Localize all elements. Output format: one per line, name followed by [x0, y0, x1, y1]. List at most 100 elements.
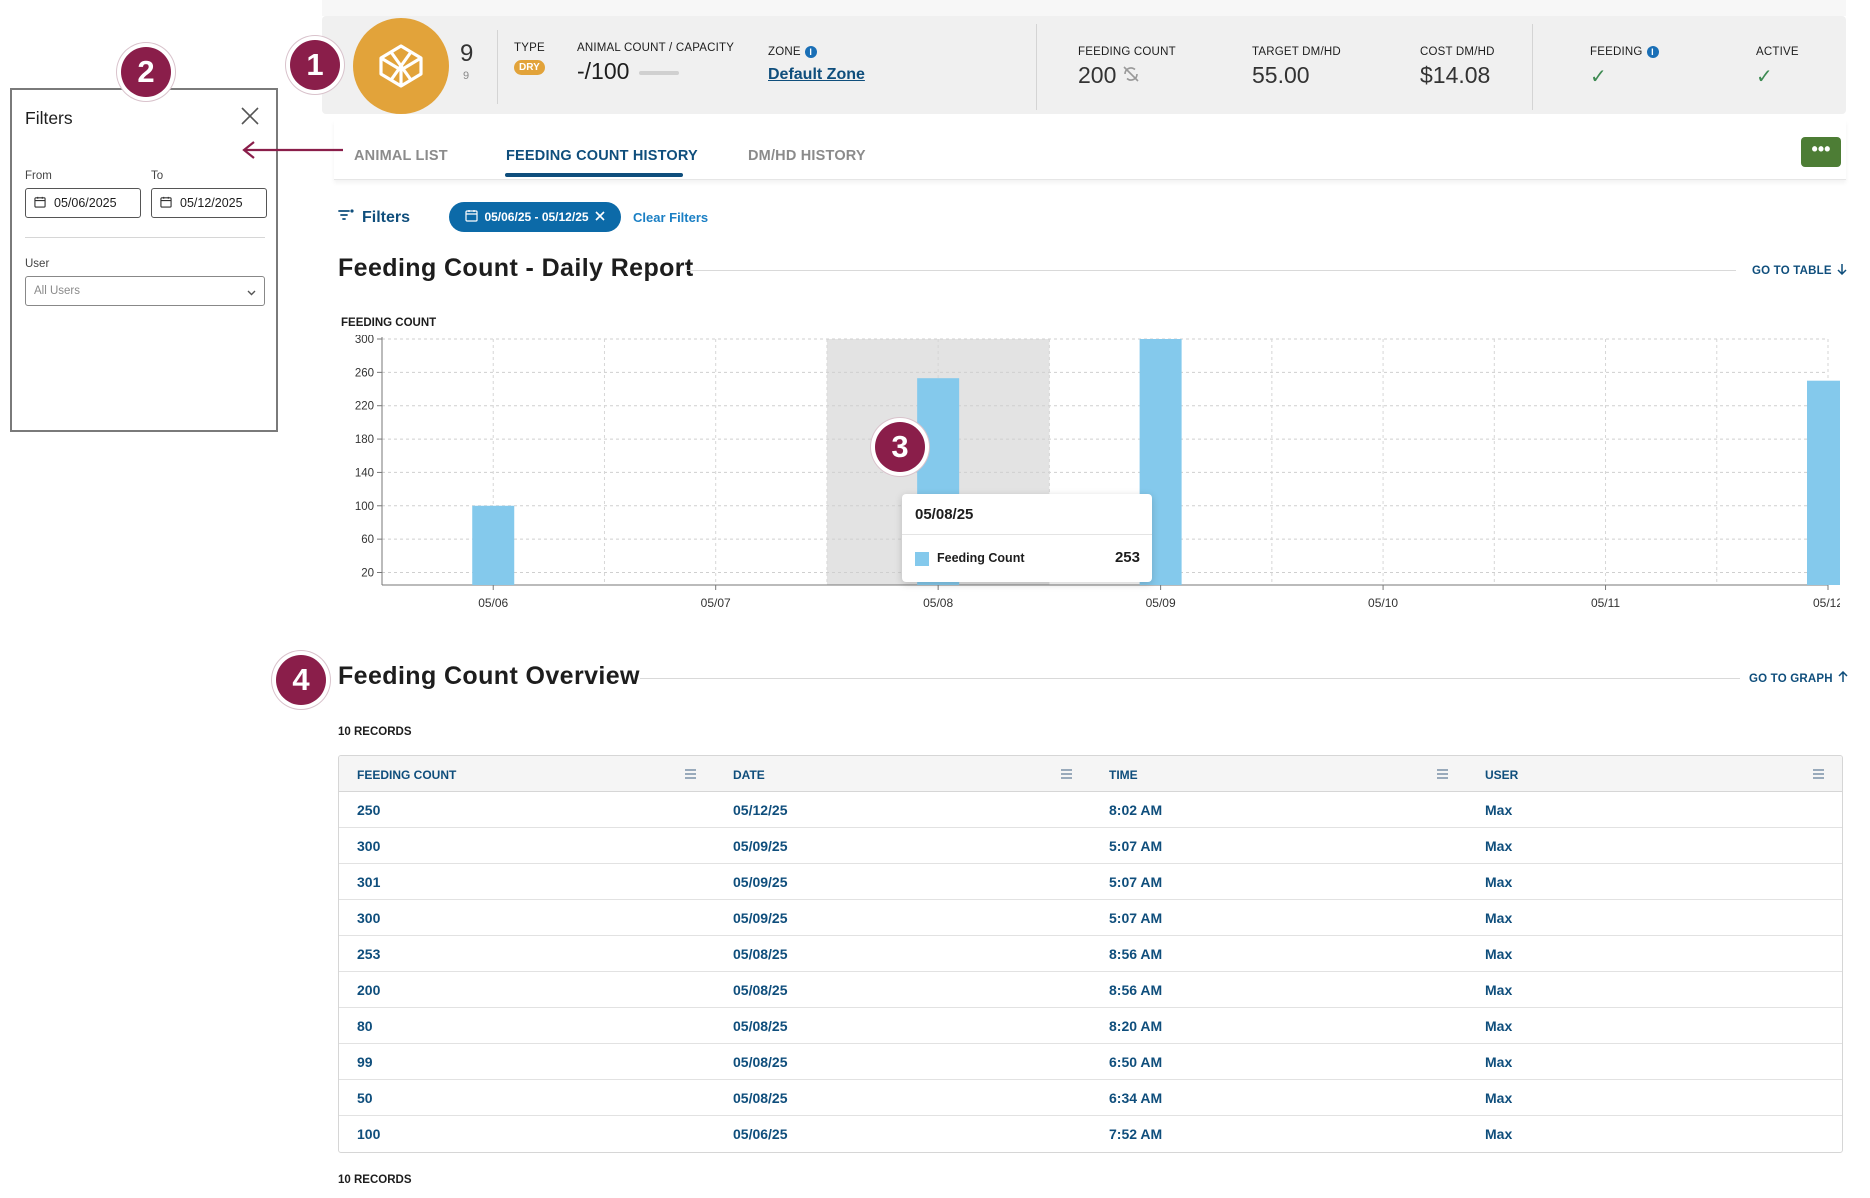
- chart-y-label: FEEDING COUNT: [341, 317, 437, 329]
- column-menu-icon[interactable]: [1813, 769, 1824, 781]
- column-date[interactable]: DATE: [733, 768, 765, 782]
- table-row[interactable]: 300 05/09/25 5:07 AM Max: [339, 900, 1842, 936]
- table-row[interactable]: 300 05/09/25 5:07 AM Max: [339, 828, 1842, 864]
- cell-date: 05/08/25: [733, 1090, 788, 1106]
- header-divider: [1036, 24, 1037, 110]
- overview-title-rule: [640, 678, 1740, 679]
- active-tab-indicator: [505, 173, 683, 177]
- annotation-marker-3: 3: [875, 422, 925, 472]
- table-row[interactable]: 99 05/08/25 6:50 AM Max: [339, 1044, 1842, 1080]
- to-date-input[interactable]: 05/12/2025: [151, 188, 267, 218]
- chart-x-tick-label: 05/09: [1146, 596, 1176, 610]
- chart-x-tick-label: 05/10: [1368, 596, 1398, 610]
- target-dmhd-block: TARGET DM/HD 55.00: [1252, 46, 1341, 89]
- goto-table-link[interactable]: GO TO TABLE: [1752, 263, 1847, 278]
- chart-x-tick-label: 05/12: [1813, 596, 1840, 610]
- clear-filters-link[interactable]: Clear Filters: [633, 210, 709, 225]
- chart-bar: [1807, 380, 1840, 585]
- cell-user: Max: [1485, 874, 1513, 890]
- type-label: TYPE: [514, 42, 545, 54]
- chart-bar: [472, 505, 515, 585]
- cell-date: 05/09/25: [733, 874, 788, 890]
- date-range-chip[interactable]: 05/06/25 - 05/12/25: [449, 202, 621, 232]
- from-date-input[interactable]: 05/06/2025: [25, 188, 141, 218]
- column-menu-icon[interactable]: [1061, 769, 1072, 781]
- feeding-status-block: FEEDING i ✓: [1590, 46, 1659, 89]
- chip-close-icon[interactable]: [594, 210, 605, 224]
- annotation-marker-2: 2: [121, 47, 171, 97]
- feeding-count-table: FEEDING COUNT DATE TIME USER 250 05/12/25…: [338, 755, 1843, 1153]
- cell-feeding-count: 301: [357, 874, 381, 890]
- cell-date: 05/09/25: [733, 910, 788, 926]
- user-select[interactable]: All Users: [25, 276, 265, 306]
- cell-time: 6:34 AM: [1109, 1090, 1163, 1106]
- column-user[interactable]: USER: [1485, 768, 1519, 782]
- overview-title: Feeding Count Overview: [338, 662, 640, 690]
- table-row[interactable]: 200 05/08/25 8:56 AM Max: [339, 972, 1842, 1008]
- more-actions-button[interactable]: •••: [1801, 137, 1841, 167]
- cell-feeding-count: 253: [357, 946, 381, 962]
- filters-panel-divider: [25, 237, 265, 238]
- pen-count-sub: 9: [463, 70, 470, 82]
- filters-panel: Filters From 05/06/2025 To 05/12/2025 Us…: [10, 88, 278, 432]
- table-row[interactable]: 80 05/08/25 8:20 AM Max: [339, 1008, 1842, 1044]
- chart-y-tick-label: 100: [355, 501, 374, 513]
- cell-time: 5:07 AM: [1109, 874, 1163, 890]
- chart-y-tick-label: 20: [361, 567, 374, 579]
- table-row[interactable]: 50 05/08/25 6:34 AM Max: [339, 1080, 1842, 1116]
- goto-graph-label: GO TO GRAPH: [1749, 672, 1833, 685]
- tab-dmhd-history[interactable]: DM/HD HISTORY: [748, 148, 866, 164]
- target-dmhd-value: 55.00: [1252, 62, 1310, 88]
- column-time[interactable]: TIME: [1109, 768, 1138, 782]
- calendar-icon: [160, 196, 172, 211]
- report-title: Feeding Count - Daily Report: [338, 254, 694, 282]
- close-icon[interactable]: [240, 106, 260, 126]
- table-row[interactable]: 100 05/06/25 7:52 AM Max: [339, 1116, 1842, 1152]
- column-feeding-count[interactable]: FEEDING COUNT: [357, 768, 457, 782]
- cost-dmhd-label: COST DM/HD: [1420, 46, 1495, 58]
- feeding-label: FEEDING: [1590, 46, 1643, 58]
- zone-label: ZONE: [768, 46, 801, 58]
- column-menu-icon[interactable]: [685, 769, 696, 781]
- chart-y-tick-label: 60: [361, 534, 374, 546]
- filters-panel-title: Filters: [25, 108, 73, 128]
- cell-date: 05/12/25: [733, 802, 788, 818]
- filters-button[interactable]: Filters: [338, 208, 410, 227]
- cell-time: 5:07 AM: [1109, 838, 1163, 854]
- chart-y-tick-label: 220: [355, 401, 374, 413]
- column-menu-icon[interactable]: [1437, 769, 1448, 781]
- tab-feeding-count-history[interactable]: FEEDING COUNT HISTORY: [506, 148, 698, 164]
- goto-graph-link[interactable]: GO TO GRAPH: [1749, 670, 1848, 686]
- calendar-icon: [465, 209, 479, 225]
- animal-count-label: ANIMAL COUNT / CAPACITY: [577, 42, 735, 54]
- cell-user: Max: [1485, 1090, 1513, 1106]
- feeding-count-block: FEEDING COUNT 200: [1078, 46, 1176, 89]
- zone-info-icon[interactable]: i: [804, 46, 817, 58]
- cell-date: 05/06/25: [733, 1126, 788, 1142]
- header-divider: [1532, 24, 1533, 110]
- chart-x-tick-label: 05/06: [478, 596, 508, 610]
- cell-user: Max: [1485, 1054, 1513, 1070]
- cell-date: 05/09/25: [733, 838, 788, 854]
- report-title-rule: [686, 270, 1736, 271]
- table-row[interactable]: 301 05/09/25 5:07 AM Max: [339, 864, 1842, 900]
- feeding-check-icon: ✓: [1590, 66, 1607, 88]
- feeding-info-icon[interactable]: i: [1646, 46, 1659, 58]
- pen-count-block: 9 9: [460, 40, 473, 82]
- cell-time: 6:50 AM: [1109, 1054, 1163, 1070]
- cell-user: Max: [1485, 1018, 1513, 1034]
- cell-time: 8:02 AM: [1109, 802, 1163, 818]
- animal-count-value: -/100: [577, 58, 630, 84]
- chart-y-tick-label: 180: [355, 434, 374, 446]
- table-row[interactable]: 253 05/08/25 8:56 AM Max: [339, 936, 1842, 972]
- table-row[interactable]: 250 05/12/25 8:02 AM Max: [339, 792, 1842, 828]
- user-label: User: [25, 258, 50, 270]
- zone-link[interactable]: Default Zone: [768, 66, 865, 83]
- cell-user: Max: [1485, 946, 1513, 962]
- table-body: 250 05/12/25 8:02 AM Max 300 05/09/25 5:07 AM M…: [339, 792, 1842, 1152]
- tooltip-divider: [902, 534, 1152, 535]
- filter-icon: [338, 208, 354, 227]
- pen-header: 9 9 TYPE DRY ANIMAL COUNT / CAPACITY -/1…: [322, 16, 1846, 114]
- tab-animal-list[interactable]: ANIMAL LIST: [354, 148, 448, 164]
- from-label: From: [25, 170, 52, 182]
